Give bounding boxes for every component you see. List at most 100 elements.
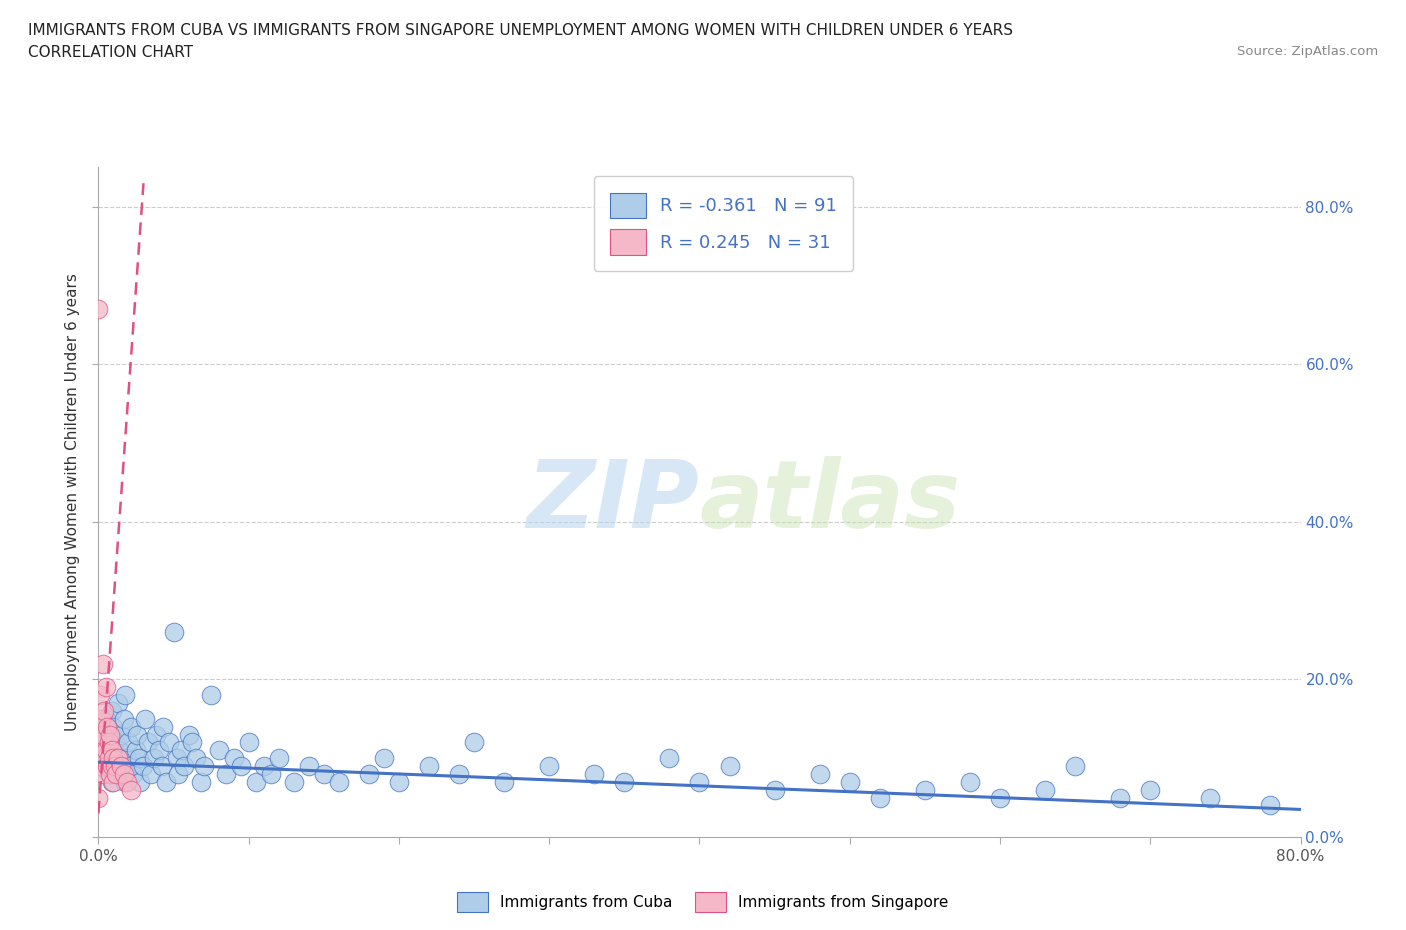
- Text: Source: ZipAtlas.com: Source: ZipAtlas.com: [1237, 45, 1378, 58]
- Point: [583, 766, 606, 781]
- Point: [96, 759, 118, 774]
- Point: [328, 775, 350, 790]
- Point: [93, 751, 115, 765]
- Point: [763, 782, 786, 797]
- Point: [689, 775, 711, 790]
- Point: [90, 759, 112, 774]
- Point: [94, 751, 117, 765]
- Point: [132, 759, 155, 774]
- Point: [128, 751, 150, 765]
- Point: [97, 766, 120, 781]
- Point: [222, 751, 245, 765]
- Point: [91, 766, 114, 781]
- Point: [162, 625, 184, 640]
- Point: [613, 775, 636, 790]
- Point: [869, 790, 891, 805]
- Point: [114, 688, 136, 703]
- Point: [1199, 790, 1222, 805]
- Point: [150, 759, 173, 774]
- Point: [93, 703, 115, 718]
- Legend: R = -0.361   N = 91, R = 0.245   N = 31: R = -0.361 N = 91, R = 0.245 N = 31: [593, 177, 853, 271]
- Point: [103, 751, 125, 765]
- Point: [658, 751, 681, 765]
- Point: [121, 782, 143, 797]
- Point: [103, 719, 125, 734]
- Point: [200, 688, 222, 703]
- Point: [231, 759, 253, 774]
- Point: [447, 766, 470, 781]
- Point: [260, 766, 283, 781]
- Point: [184, 751, 207, 765]
- Point: [253, 759, 276, 774]
- Point: [312, 766, 335, 781]
- Point: [100, 766, 122, 781]
- Point: [103, 759, 125, 774]
- Point: [463, 735, 485, 750]
- Point: [418, 759, 440, 774]
- Point: [103, 775, 125, 790]
- Point: [105, 766, 128, 781]
- Point: [157, 735, 180, 750]
- Point: [145, 727, 167, 742]
- Point: [1064, 759, 1087, 774]
- Point: [914, 782, 936, 797]
- Point: [959, 775, 981, 790]
- Point: [1260, 798, 1282, 813]
- Point: [180, 735, 202, 750]
- Point: [112, 766, 135, 781]
- Point: [110, 759, 132, 774]
- Point: [148, 743, 170, 758]
- Point: [139, 766, 162, 781]
- Point: [100, 727, 122, 742]
- Point: [90, 759, 112, 774]
- Point: [97, 751, 120, 765]
- Point: [494, 775, 516, 790]
- Point: [87, 719, 110, 734]
- Point: [267, 751, 290, 765]
- Point: [283, 775, 305, 790]
- Point: [718, 759, 741, 774]
- Point: [1033, 782, 1056, 797]
- Point: [105, 751, 128, 765]
- Point: [91, 657, 114, 671]
- Point: [388, 775, 411, 790]
- Point: [173, 759, 195, 774]
- Point: [117, 735, 139, 750]
- Point: [107, 751, 129, 765]
- Legend: Immigrants from Cuba, Immigrants from Singapore: Immigrants from Cuba, Immigrants from Si…: [451, 886, 955, 918]
- Point: [97, 727, 120, 742]
- Point: [121, 719, 143, 734]
- Point: [97, 735, 120, 750]
- Point: [136, 735, 159, 750]
- Point: [101, 743, 124, 758]
- Text: atlas: atlas: [700, 457, 960, 548]
- Point: [190, 775, 212, 790]
- Point: [238, 735, 260, 750]
- Point: [101, 703, 124, 718]
- Point: [988, 790, 1011, 805]
- Point: [166, 751, 188, 765]
- Point: [107, 766, 129, 781]
- Point: [87, 301, 110, 316]
- Point: [94, 743, 117, 758]
- Text: IMMIGRANTS FROM CUBA VS IMMIGRANTS FROM SINGAPORE UNEMPLOYMENT AMONG WOMEN WITH : IMMIGRANTS FROM CUBA VS IMMIGRANTS FROM …: [28, 23, 1014, 38]
- Point: [808, 766, 831, 781]
- Point: [170, 743, 193, 758]
- Point: [107, 696, 129, 711]
- Point: [104, 759, 127, 774]
- Point: [129, 775, 152, 790]
- Point: [110, 727, 132, 742]
- Point: [91, 727, 114, 742]
- Point: [127, 727, 149, 742]
- Y-axis label: Unemployment Among Women with Children Under 6 years: Unemployment Among Women with Children U…: [65, 273, 80, 731]
- Point: [91, 735, 114, 750]
- Point: [134, 711, 156, 726]
- Text: CORRELATION CHART: CORRELATION CHART: [28, 45, 193, 60]
- Point: [1109, 790, 1132, 805]
- Text: ZIP: ZIP: [527, 457, 700, 548]
- Point: [245, 775, 267, 790]
- Point: [104, 735, 127, 750]
- Point: [122, 766, 145, 781]
- Point: [94, 711, 117, 726]
- Point: [298, 759, 321, 774]
